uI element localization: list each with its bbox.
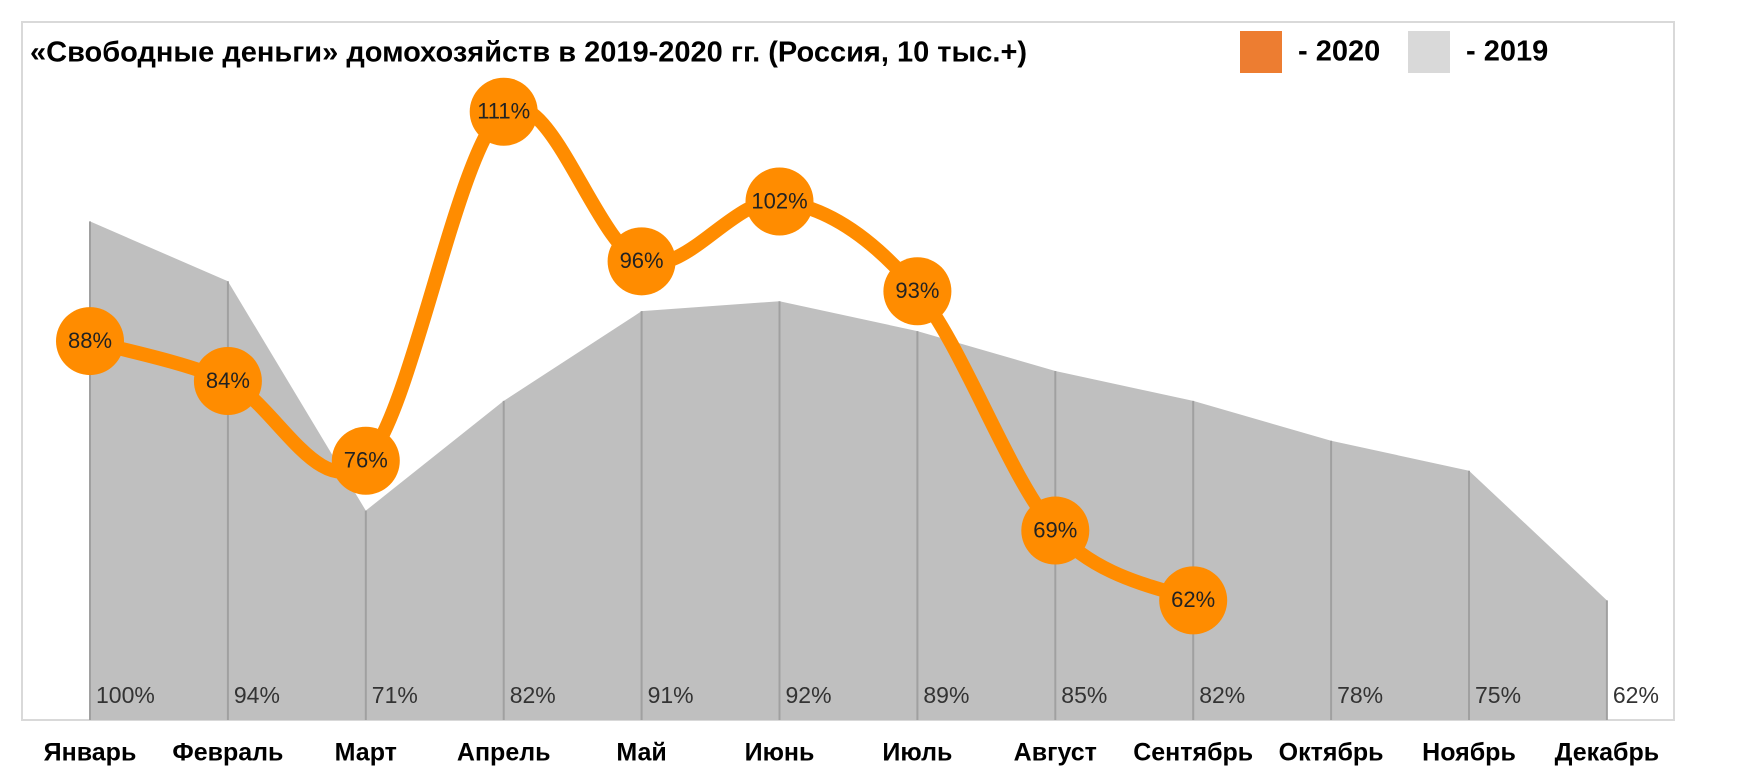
data-label: 84%	[206, 368, 250, 393]
chart-title: «Свободные деньги» домохозяйств в 2019-2…	[30, 37, 1027, 69]
data-label: 78%	[1337, 682, 1383, 708]
data-label: 91%	[648, 682, 694, 708]
data-label: 100%	[96, 682, 155, 708]
x-tick-label: Май	[616, 739, 666, 767]
marker	[331, 426, 400, 495]
data-label: 89%	[923, 682, 969, 708]
data-label: 71%	[372, 682, 418, 708]
marker	[1159, 566, 1228, 635]
x-tick-label: Январь	[44, 739, 137, 767]
data-label: 62%	[1171, 587, 1215, 612]
legend-label: - 2019	[1466, 36, 1548, 68]
data-label: 82%	[510, 682, 556, 708]
marker	[469, 77, 538, 146]
marker	[607, 227, 676, 296]
data-label: 75%	[1475, 682, 1521, 708]
data-label: 69%	[1033, 517, 1077, 542]
area-layer: 100% 94% 71% 82% 91% 92% 89% 85% 82% 78% 75% 62%	[89, 221, 1659, 720]
x-tick-label: Сентябрь	[1133, 739, 1253, 767]
data-label: 93%	[895, 278, 939, 303]
x-tick-label: Октябрь	[1279, 739, 1384, 767]
x-tick-label: Декабрь	[1555, 739, 1660, 767]
marker	[883, 257, 952, 326]
data-label: 102%	[751, 188, 807, 213]
x-tick-label: Апрель	[457, 739, 551, 767]
data-label: 62%	[1613, 682, 1659, 708]
marker	[745, 167, 814, 236]
data-label: 94%	[234, 682, 280, 708]
data-label: 76%	[344, 448, 388, 473]
marker	[193, 346, 262, 415]
x-tick-label: Март	[335, 739, 397, 767]
marker	[1021, 496, 1090, 565]
x-tick-label: Июль	[882, 739, 952, 767]
x-tick-label: Ноябрь	[1422, 739, 1516, 767]
x-tick-label: Июнь	[745, 739, 815, 767]
data-label: 92%	[786, 682, 832, 708]
data-label: 82%	[1199, 682, 1245, 708]
line-layer: 88% 84% 76% 111% 96% 102% 93% 69% 62%	[56, 77, 1228, 635]
x-tick-label: Август	[1014, 739, 1097, 767]
legend-swatch	[1240, 31, 1282, 73]
data-label: 88%	[68, 328, 112, 353]
data-label: 111%	[477, 99, 530, 124]
area	[90, 221, 1607, 720]
data-label: 85%	[1061, 682, 1107, 708]
marker	[56, 307, 124, 376]
data-label: 96%	[620, 248, 664, 273]
legend-swatch	[1408, 31, 1450, 73]
x-tick-label: Февраль	[172, 739, 283, 767]
legend-label: - 2020	[1298, 36, 1380, 68]
